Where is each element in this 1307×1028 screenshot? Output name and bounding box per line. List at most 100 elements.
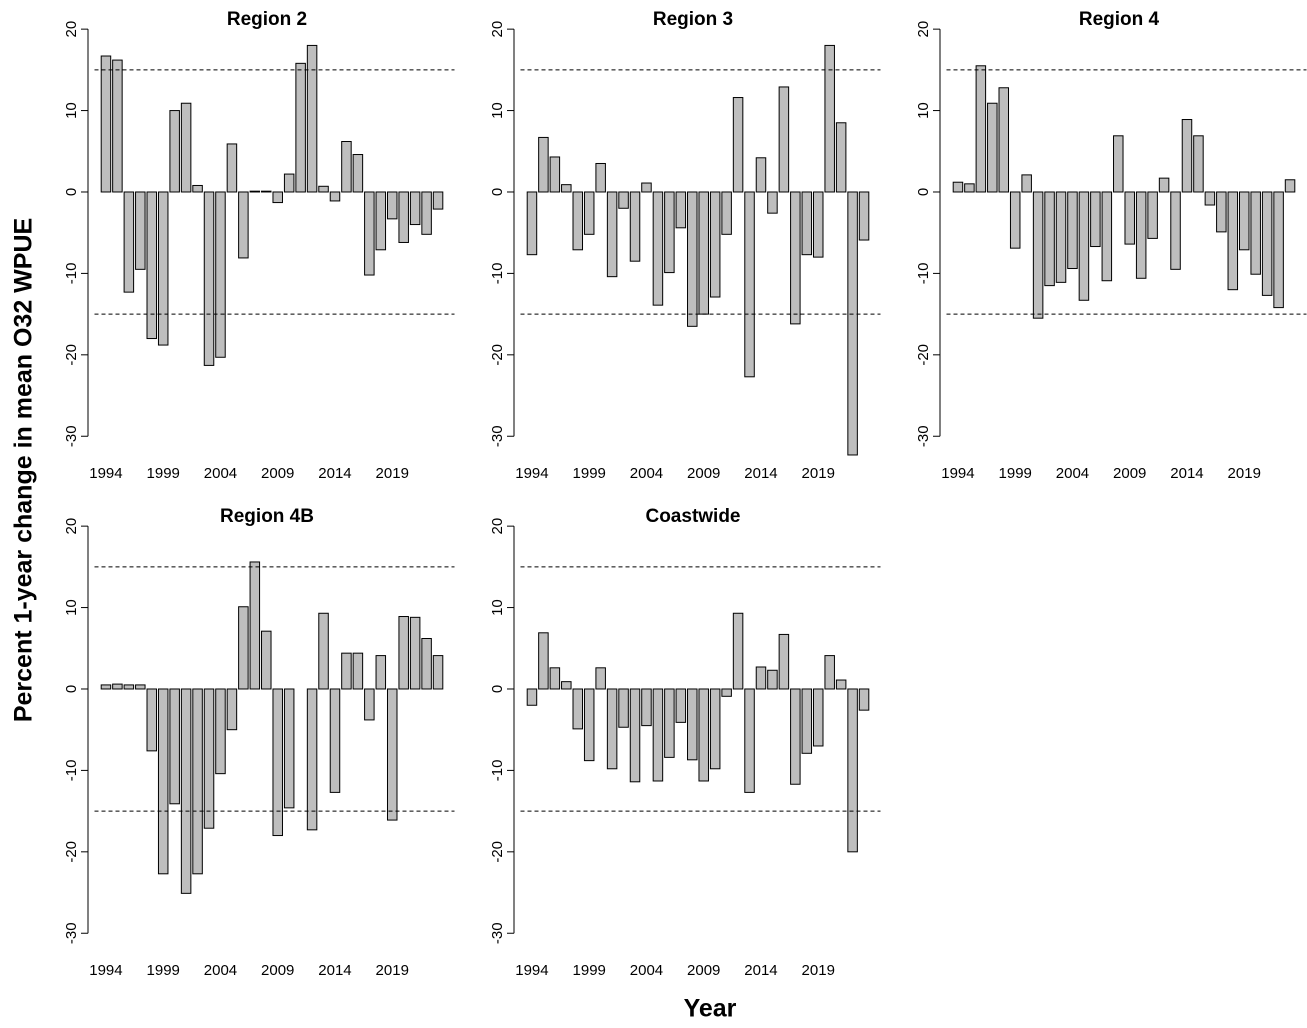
bar [824, 44, 835, 193]
y-tick-label: 20 [489, 21, 506, 38]
bar [687, 688, 698, 761]
bar [1032, 191, 1044, 319]
bar [169, 110, 180, 193]
x-tick-label: 2009 [261, 465, 294, 482]
bar [767, 669, 778, 690]
bar [421, 638, 432, 690]
x-tick-label: 2014 [318, 465, 351, 482]
y-tick-label: 0 [63, 188, 80, 196]
x-tick-label: 2014 [744, 962, 777, 979]
y-tick-label: 10 [915, 102, 932, 119]
bar [157, 688, 169, 875]
bar [1193, 135, 1204, 193]
bar [272, 191, 283, 204]
bar [698, 688, 709, 782]
bar [203, 191, 215, 366]
bar [1181, 119, 1193, 193]
bar [709, 191, 721, 298]
bar [538, 632, 549, 690]
bar [858, 688, 870, 711]
y-tick-label: 20 [915, 21, 932, 38]
bar [1170, 191, 1181, 270]
bar [1227, 191, 1239, 291]
bar [1135, 191, 1147, 279]
y-tick-label: -20 [915, 344, 932, 366]
x-tick-label: 1994 [941, 465, 974, 482]
bar [572, 191, 584, 251]
x-tick-label: 2014 [318, 962, 351, 979]
bar [1124, 191, 1135, 245]
bar [732, 612, 744, 690]
bar [249, 190, 261, 193]
panel: Region 4 -30 -20 -10 0 10 20 1994 1999 2004 2009 20… [915, 9, 1307, 482]
y-tick-label: 20 [489, 518, 506, 535]
bar [386, 688, 398, 821]
bar [341, 141, 352, 193]
panel: Region 4B -30 -20 -10 0 10 20 1994 1999 2004 2009 2… [63, 506, 455, 979]
bar [858, 191, 870, 241]
x-tick-label: 2009 [687, 465, 720, 482]
bar [135, 684, 146, 690]
bar [801, 191, 813, 256]
bar [778, 633, 790, 690]
bar [835, 679, 847, 690]
bar [526, 688, 538, 706]
bar [432, 655, 444, 690]
bar [1147, 191, 1158, 239]
bar [180, 102, 192, 193]
panel-title: Region 4 [1079, 9, 1160, 30]
y-tick-label: -10 [915, 263, 932, 285]
bar [572, 688, 584, 730]
bar [1284, 179, 1296, 193]
bar [664, 688, 675, 758]
bar [306, 688, 318, 831]
bar [652, 688, 664, 782]
bar [687, 191, 698, 327]
bar [549, 156, 561, 193]
bar [226, 143, 238, 193]
bar [215, 688, 226, 775]
bar [341, 652, 352, 690]
bar [606, 191, 618, 278]
x-axis-label: Year [684, 995, 737, 1023]
bar [375, 191, 387, 251]
bar [192, 184, 203, 193]
bar [778, 86, 790, 193]
bar [664, 191, 675, 274]
y-tick-label: -20 [63, 344, 80, 366]
x-tick-label: 2004 [630, 962, 663, 979]
bar [698, 191, 709, 315]
x-tick-label: 1999 [147, 962, 180, 979]
bar [215, 191, 226, 358]
y-tick-label: 0 [915, 188, 932, 196]
bar [847, 688, 858, 853]
bar [226, 688, 238, 731]
bar [790, 688, 801, 785]
y-tick-label: -20 [489, 344, 506, 366]
bar [835, 122, 847, 193]
y-tick-label: 20 [63, 21, 80, 38]
bar [157, 191, 169, 346]
bar [709, 688, 721, 770]
bar [318, 185, 329, 193]
panel: Region 3 -30 -20 -10 0 10 20 1994 1999 2004 2009 20… [489, 9, 881, 482]
bar [1113, 135, 1124, 193]
x-tick-label: 2019 [802, 465, 835, 482]
bar [352, 154, 364, 193]
bar [192, 688, 203, 875]
y-tick-label: -30 [489, 922, 506, 944]
bar [283, 688, 295, 809]
bar [641, 688, 652, 727]
bar [261, 190, 272, 193]
bar [1238, 191, 1250, 251]
bar [180, 688, 192, 894]
bar [790, 191, 801, 325]
bar [238, 191, 249, 259]
bar [1090, 191, 1101, 248]
panel-title: Coastwide [645, 506, 740, 527]
y-tick-label: -30 [63, 922, 80, 944]
bar [987, 102, 998, 193]
x-tick-label: 1994 [515, 962, 548, 979]
y-tick-label: 20 [63, 518, 80, 535]
